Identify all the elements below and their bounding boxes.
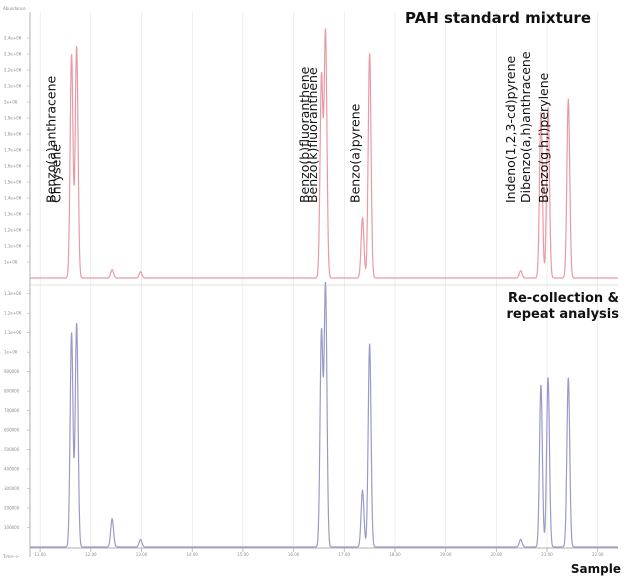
top-y-tick-label-8: 1.6e+06 [4, 164, 22, 169]
x-tick-label-7: 18.00 [389, 552, 401, 557]
top-y-tick-label-6: 1.8e+06 [4, 132, 22, 137]
bottom-peak-6 [361, 490, 364, 492]
top-y-tick-label-3: 2.1e+06 [4, 84, 22, 89]
bottom-y-tick-label-10: 300000 [4, 486, 20, 491]
bottom-peak-7 [369, 343, 371, 345]
axis-layer [29, 12, 618, 557]
top-y-tick-label-0: 2.4e+06 [4, 36, 22, 41]
top-y-tick-label-5: 1.9e+06 [4, 116, 22, 121]
top-peak-4 [320, 75, 323, 78]
x-tick-label-10: 21.00 [541, 552, 553, 557]
corner-label-bottom-left: Time--> [2, 554, 19, 559]
top-peak-9 [540, 112, 542, 114]
peak-label-2: Benzo(b)fluoranthene [297, 66, 312, 203]
top-peak-7 [369, 53, 371, 55]
top-peak-2 [111, 269, 113, 271]
peak-label-0: Benzo(a)anthracene [44, 75, 59, 203]
bottom-peak-3 [139, 538, 142, 541]
top-peak-1 [76, 45, 78, 48]
bottom-peak-1 [76, 322, 78, 325]
bottom-y-tick-label-5: 800000 [4, 389, 20, 394]
top-trace [30, 28, 618, 279]
bottom-peak-2 [111, 518, 113, 520]
peak-label-7: Benzo(g,h,i)perylene [536, 72, 551, 203]
x-tick-label-4: 15.00 [237, 552, 249, 557]
x-tick-label-8: 19.00 [440, 552, 452, 557]
bottom-peak-8 [520, 538, 522, 541]
top-y-tick-label-7: 1.7e+06 [4, 148, 22, 153]
top-peak-0 [70, 54, 73, 56]
top-y-tick-label-9: 1.5e+06 [4, 180, 22, 185]
top-y-tick-label-11: 1.3e+06 [4, 212, 22, 217]
bottom-peak-5 [324, 285, 327, 287]
bottom-trace [30, 281, 618, 548]
bottom-y-tick-label-1: 1.2e+06 [4, 311, 22, 316]
top-y-tick-label-13: 1.1e+06 [4, 244, 22, 249]
bottom-y-tick-label-8: 500000 [4, 447, 20, 452]
x-tick-label-11: 22.00 [592, 552, 604, 557]
bottom-peak-11 [567, 377, 569, 379]
x-tick-label-3: 14.00 [186, 552, 198, 557]
top-peak-5 [324, 31, 327, 33]
bottom-y-tick-label-4: 900000 [4, 369, 20, 374]
bottom-panel-label-line1: Re-collection & [508, 291, 619, 306]
top-peak-3 [139, 271, 142, 273]
top-y-tick-label-10: 1.4e+06 [4, 196, 22, 201]
bottom-peak-4 [320, 332, 323, 334]
bottom-y-tick-label-6: 700000 [4, 408, 20, 413]
bottom-peak-0 [70, 332, 73, 334]
top-y-tick-label-1: 2.3e+06 [4, 52, 22, 57]
peak-label-3: Benzo(k)fluoranthene [305, 67, 320, 203]
top-peak-11 [567, 98, 569, 100]
peak-label-4: Benzo(a)pyrene [348, 103, 363, 203]
top-peak-8 [520, 270, 522, 272]
bottom-y-tick-label-0: 1.3e+06 [4, 291, 22, 296]
bottom-y-tick-label-2: 1.1e+06 [4, 330, 22, 335]
bottom-peak-10 [547, 377, 549, 379]
x-tick-label-5: 16.00 [288, 552, 300, 557]
top-peak-6 [361, 217, 364, 219]
bottom-y-tick-label-7: 600000 [4, 428, 20, 433]
grid-layer [39, 12, 598, 548]
bottom-panel-label-line2: repeat analysis [506, 307, 619, 322]
top-y-tick-label-14: 1e+06 [4, 260, 18, 265]
corner-label-top-left: Abundance [3, 6, 26, 11]
x-tick-label-2: 13.00 [136, 552, 148, 557]
x-tick-label-6: 17.00 [339, 552, 351, 557]
chart-title: PAH standard mixture [405, 9, 591, 27]
top-y-tick-label-2: 2.2e+06 [4, 68, 22, 73]
bottom-y-tick-label-3: 1e+06 [4, 350, 18, 355]
x-tick-label-0: 11.00 [34, 552, 46, 557]
top-peak-10 [547, 106, 549, 109]
bottom-peak-9 [540, 384, 542, 387]
peak-label-6: Dibenzo(a,h)anthracene [518, 51, 533, 203]
bottom-y-tick-label-11: 200000 [4, 506, 20, 511]
x-tick-label-9: 20.00 [491, 552, 503, 557]
top-y-tick-label-4: 2e+06 [4, 100, 18, 105]
bottom-y-tick-label-9: 400000 [4, 467, 20, 472]
bottom-y-tick-label-12: 100000 [4, 525, 20, 530]
x-tick-label-1: 12.00 [85, 552, 97, 557]
tick-layer: 11.00 12.00 13.00 14.00 15.00 16.00 17.00 18.00… [4, 36, 604, 558]
x-axis-label: Sample [571, 562, 621, 576]
peak-label-5: Indeno(1,2,3-cd)pyrene [503, 56, 518, 203]
top-y-tick-label-12: 1.2e+06 [4, 228, 22, 233]
peak-label-1: Chrysene [49, 144, 64, 203]
series-layer [30, 28, 618, 548]
